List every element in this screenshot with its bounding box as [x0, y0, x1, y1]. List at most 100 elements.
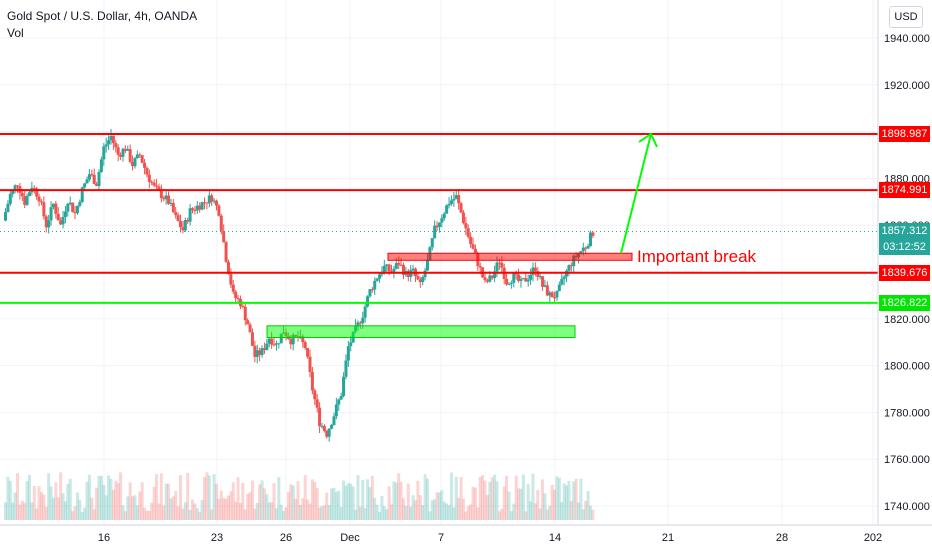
- volume-bar: [167, 483, 171, 520]
- volume-bar: [23, 502, 27, 520]
- volume-bar: [258, 484, 262, 520]
- candle-body: [538, 276, 542, 278]
- candle-body: [526, 279, 530, 282]
- volume-bar: [308, 503, 312, 520]
- candle-body: [147, 174, 151, 182]
- time-axis[interactable]: 16 23 26 Dec 7 14 21 28 202: [98, 532, 882, 544]
- price-label-current: 1857.312: [879, 223, 930, 240]
- zones[interactable]: [266, 252, 633, 339]
- candle-body: [591, 232, 595, 236]
- candle-body: [224, 242, 228, 262]
- x-tick-label: Dec: [340, 532, 360, 544]
- candle-body: [368, 289, 372, 297]
- volume-bar: [430, 500, 434, 520]
- candle-body: [203, 202, 206, 204]
- y-tick-label: 1800.000: [884, 361, 930, 373]
- candle-body: [584, 247, 588, 249]
- support-zone: [266, 325, 576, 339]
- volume-bar: [104, 495, 108, 520]
- candle-body: [589, 232, 593, 247]
- volume-bar: [296, 481, 300, 520]
- candle-body: [164, 195, 168, 200]
- candle-body: [437, 222, 441, 228]
- volume-bar: [234, 501, 238, 520]
- volume-bar: [550, 484, 554, 520]
- candle-body: [471, 244, 475, 249]
- candle-body: [464, 223, 468, 229]
- volume-bar: [310, 479, 314, 520]
- arrow-head: [638, 132, 658, 148]
- volume-bar: [493, 474, 497, 520]
- candle-body: [536, 271, 540, 277]
- volume-bar: [186, 472, 190, 520]
- candle-body: [183, 220, 187, 231]
- volume-bar: [342, 480, 346, 520]
- candle-body: [500, 262, 504, 268]
- candle-body: [541, 276, 545, 287]
- candle-body: [119, 154, 123, 157]
- candle-body: [121, 148, 125, 157]
- volume-bar: [135, 505, 139, 520]
- volume-bar: [267, 502, 271, 520]
- volume-bar: [529, 501, 533, 520]
- candle-body: [497, 262, 501, 264]
- volume-bar: [253, 508, 257, 520]
- volume-bar: [457, 498, 461, 520]
- volume-bar: [464, 511, 468, 520]
- volume-bar: [20, 500, 24, 520]
- candle-body: [562, 276, 566, 280]
- volume-bar: [272, 483, 276, 520]
- volume-bar: [366, 479, 370, 520]
- volume-bar: [519, 488, 523, 520]
- candle-body: [179, 221, 183, 228]
- candle-body: [217, 205, 221, 216]
- candle-body: [485, 280, 489, 282]
- volume-bar: [375, 504, 379, 520]
- volume-bar: [476, 507, 480, 520]
- volume-bar: [447, 504, 451, 520]
- candle-body: [342, 376, 346, 397]
- volume-bar: [531, 473, 535, 520]
- volume-bar: [315, 488, 319, 520]
- volume-bar: [425, 478, 429, 520]
- volume-bar: [56, 497, 60, 520]
- candle-body: [430, 238, 434, 248]
- projection-arrow[interactable]: [620, 132, 658, 254]
- candle-body: [171, 202, 175, 213]
- candle-body: [344, 360, 348, 377]
- candle-body: [92, 174, 96, 184]
- y-tick-label: 1780.000: [884, 407, 930, 419]
- candle-body: [174, 212, 178, 216]
- candle-body: [265, 343, 269, 350]
- candle-body: [15, 185, 19, 187]
- volume-bar: [517, 488, 521, 520]
- annotation-important-break[interactable]: Important break: [637, 247, 757, 266]
- candle-body: [44, 216, 48, 228]
- volume-bar: [351, 486, 355, 520]
- candlesticks[interactable]: [4, 128, 595, 442]
- volume-bar: [246, 493, 250, 520]
- volume-bar: [54, 482, 58, 520]
- volume-bar: [152, 486, 156, 520]
- candle-body: [274, 343, 278, 345]
- volume-bar: [183, 502, 187, 520]
- candle-body: [131, 161, 135, 167]
- volume-bar: [147, 510, 151, 520]
- candle-body: [229, 274, 233, 285]
- candle-body: [99, 159, 103, 172]
- volume-bar: [85, 481, 89, 520]
- volume-bar: [536, 490, 540, 520]
- candle-body: [47, 220, 51, 228]
- currency-button[interactable]: USD: [889, 6, 923, 28]
- candle-body: [234, 291, 238, 299]
- candle-body: [466, 228, 470, 237]
- horizontal-levels[interactable]: [0, 132, 878, 304]
- candle-body: [176, 215, 180, 222]
- candle-body: [195, 205, 199, 211]
- volume-bar: [445, 503, 449, 520]
- volume-bar: [119, 472, 123, 520]
- candle-body: [128, 149, 132, 162]
- candle-body: [553, 297, 557, 299]
- volume-bar: [380, 495, 384, 520]
